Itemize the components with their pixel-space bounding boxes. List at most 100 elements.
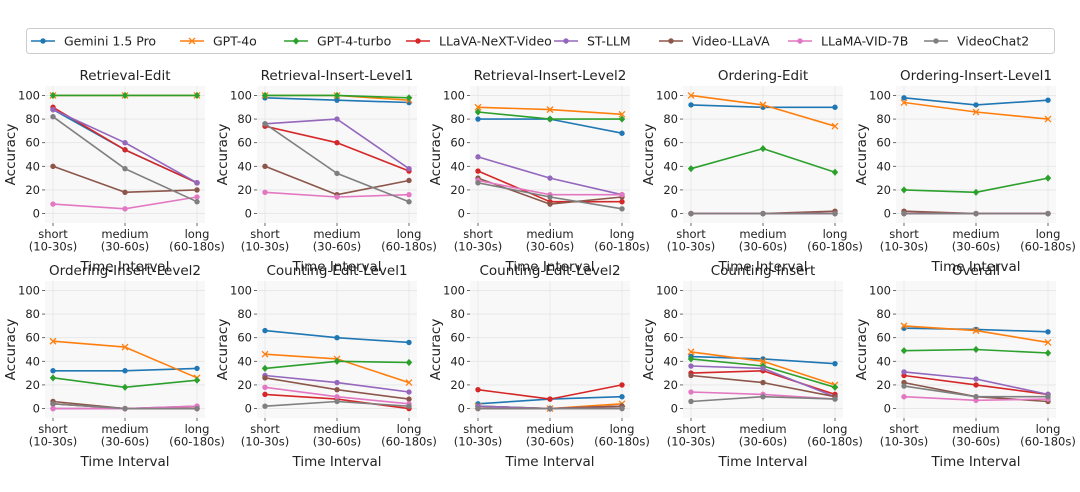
data-point	[334, 97, 340, 103]
y-axis-label: Accuracy	[215, 319, 231, 381]
data-point	[262, 384, 268, 390]
data-point	[49, 337, 57, 345]
legend-item: Gemini 1.5 Pro	[31, 34, 156, 49]
data-point	[194, 199, 200, 205]
panel-title: Counting-Insert	[711, 263, 816, 279]
x-axis-label: Time Interval	[291, 454, 381, 470]
panel-title: Ordering-Insert-Level2	[49, 263, 201, 279]
data-point	[688, 372, 694, 379]
y-tick-label: 80	[237, 112, 252, 126]
data-point	[832, 360, 838, 367]
series	[900, 345, 1052, 357]
data-point	[619, 130, 625, 136]
data-point	[900, 322, 908, 330]
y-tick-label: 40	[663, 354, 678, 368]
series	[688, 394, 838, 405]
x-tick-label: medium (30-60s)	[526, 227, 574, 254]
x-tick-label: long (60-180s)	[1020, 422, 1076, 449]
data-point	[759, 101, 767, 109]
chart-panel: 0 20 40 60 80 100 short (10-30s) medium (30-60s) l…	[3, 263, 225, 470]
series	[687, 144, 839, 176]
x-tick-label: medium (30-60s)	[952, 422, 1000, 449]
data-point	[334, 139, 340, 146]
x-tick-label: medium (30-60s)	[739, 422, 787, 449]
legend-marker	[40, 38, 46, 44]
x-tick-label: long (60-180s)	[1020, 227, 1076, 254]
y-axis-label: Accuracy	[3, 124, 19, 186]
y-tick-label: 80	[25, 112, 40, 126]
series	[474, 108, 626, 123]
y-tick-label: 40	[450, 354, 465, 368]
data-point	[122, 147, 128, 153]
data-point	[1044, 338, 1052, 346]
data-point	[475, 116, 481, 122]
panels: 0 20 40 60 80 100 short (10-30s) medium (30-60s) l…	[3, 68, 1076, 470]
y-tick-label: 60	[25, 136, 40, 150]
y-tick-label: 0	[458, 207, 465, 221]
data-point	[405, 94, 413, 102]
data-point	[972, 188, 980, 196]
y-tick-label: 100	[18, 88, 40, 102]
data-point	[759, 144, 767, 153]
legend-item: LLaMA-VID-7B	[788, 34, 908, 49]
y-tick-label: 60	[450, 136, 465, 150]
data-point	[972, 345, 980, 354]
y-tick-label: 40	[237, 159, 252, 173]
data-point	[49, 91, 57, 100]
series	[262, 189, 412, 200]
data-point	[1045, 210, 1051, 217]
y-tick-label: 40	[450, 159, 465, 173]
data-point	[832, 104, 838, 110]
chart-panel: 0 20 40 60 80 100 short (10-30s) medium (30-60s) l…	[428, 68, 650, 275]
data-point	[50, 106, 56, 113]
data-point	[973, 394, 979, 400]
data-point	[900, 186, 908, 194]
y-axis-label: Accuracy	[854, 319, 870, 381]
y-axis-label: Accuracy	[641, 124, 657, 186]
series	[687, 91, 839, 130]
y-tick-label: 0	[458, 402, 465, 416]
y-tick-label: 40	[25, 354, 40, 368]
y-tick-label: 60	[25, 331, 40, 345]
data-point	[474, 108, 482, 116]
y-tick-label: 100	[656, 88, 678, 102]
data-point	[121, 343, 129, 351]
y-axis-label: Accuracy	[428, 319, 444, 381]
x-tick-label: long (60-180s)	[594, 422, 650, 449]
legend-marker	[292, 37, 300, 45]
series	[900, 99, 1052, 123]
panel-title: Retrieval-Insert-Level2	[474, 68, 627, 84]
y-tick-label: 20	[663, 183, 678, 197]
series	[901, 325, 1051, 335]
panel-title: Ordering-Edit	[718, 68, 808, 84]
series	[49, 374, 201, 391]
series	[262, 121, 412, 205]
y-axis-label: Accuracy	[428, 124, 444, 186]
legend-item: VideoChat2	[924, 34, 1029, 49]
x-tick-label: long (60-180s)	[807, 422, 863, 449]
y-tick-label: 40	[876, 354, 891, 368]
data-point	[619, 199, 625, 205]
data-point	[760, 210, 766, 217]
data-point	[406, 165, 412, 172]
y-tick-label: 0	[33, 207, 40, 221]
x-axis-label: Time Interval	[79, 454, 169, 470]
data-point	[262, 391, 268, 398]
data-point	[193, 376, 201, 384]
data-point	[262, 121, 268, 127]
data-point	[122, 165, 128, 172]
x-tick-label: short (10-30s)	[241, 422, 289, 449]
y-tick-label: 0	[33, 402, 40, 416]
data-point	[50, 401, 56, 407]
data-point	[901, 210, 907, 217]
y-tick-label: 100	[230, 283, 252, 297]
series	[900, 322, 1052, 346]
x-axis-label: Time Interval	[79, 259, 169, 275]
data-point	[547, 396, 553, 402]
legend-marker	[415, 38, 421, 44]
data-point	[688, 102, 694, 108]
y-tick-label: 60	[237, 136, 252, 150]
chart-panel: 0 20 40 60 80 100 short (10-30s) medium (30-60s) l…	[854, 263, 1076, 470]
x-tick-label: medium (30-60s)	[526, 422, 574, 449]
y-axis-label: Accuracy	[215, 124, 231, 186]
